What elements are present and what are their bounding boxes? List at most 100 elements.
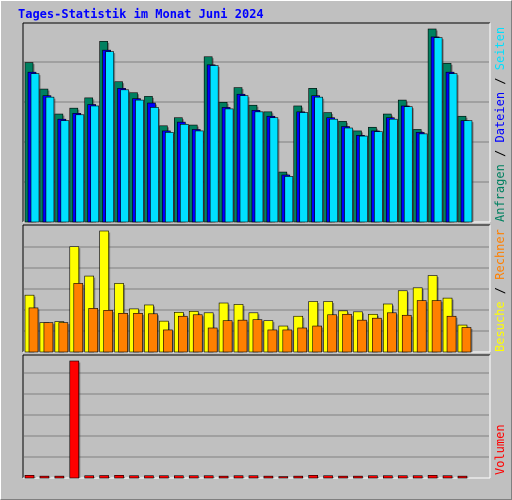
legend-text: Volumen (493, 424, 507, 475)
bar-seiten-5 (90, 105, 100, 223)
bar-rechner-4 (73, 283, 84, 353)
bar-volumen-19 (293, 475, 304, 479)
bar-rechner-13 (207, 327, 218, 353)
bar-seiten-17 (269, 117, 279, 223)
bar-volumen-18 (278, 476, 289, 479)
bar-seiten-28 (433, 37, 443, 223)
bar-rechner-19 (297, 327, 308, 353)
legend: Anfragen / Dateien / Seiten Besuche / Rec… (493, 27, 509, 475)
bar-volumen-28 (427, 475, 438, 479)
bar-volumen-29 (442, 475, 453, 479)
bar-seiten-26 (403, 106, 413, 223)
bar-seiten-2 (45, 96, 55, 223)
legend-item-seiten: Seiten (493, 26, 507, 71)
bar-seiten-23 (359, 135, 368, 223)
bar-seiten-8 (135, 99, 144, 223)
bar-seiten-12 (194, 130, 204, 223)
legend-separator: / (493, 70, 507, 92)
legend-text: Anfragen / Dateien / Seiten (493, 27, 507, 222)
bar-seiten-3 (60, 120, 70, 223)
bar-seiten-1 (30, 73, 40, 223)
bar-volumen-22 (338, 475, 348, 479)
bar-volumen-15 (233, 475, 244, 479)
bar-seiten-22 (344, 127, 353, 223)
bar-volumen-2 (39, 475, 50, 479)
bar-seiten-24 (374, 131, 383, 223)
bar-rechner-18 (282, 329, 293, 353)
bar-volumen-7 (114, 475, 124, 479)
bar-seiten-11 (180, 124, 189, 223)
bar-volumen-27 (412, 475, 423, 479)
bar-rechner-23 (357, 319, 367, 353)
bar-rechner-29 (446, 315, 457, 353)
bar-volumen-21 (323, 475, 333, 479)
bar-rechner-11 (178, 315, 188, 353)
bar-volumen-23 (353, 475, 363, 479)
bar-volumen-24 (368, 475, 378, 479)
bar-seiten-29 (448, 73, 458, 223)
bar-rechner-8 (133, 312, 143, 353)
bar-rechner-7 (118, 312, 128, 353)
bar-rechner-21 (327, 314, 337, 353)
bar-volumen-20 (308, 475, 318, 479)
bar-seiten-27 (418, 133, 428, 223)
bar-volumen-5 (84, 475, 95, 479)
bar-rechner-30 (461, 327, 472, 353)
bar-volumen-4 (69, 360, 80, 479)
bar-seiten-7 (120, 89, 129, 223)
legend-item-besuche: Besuche (493, 301, 507, 352)
bar-rechner-28 (431, 300, 442, 353)
bar-volumen-25 (383, 475, 393, 479)
bar-seiten-10 (165, 132, 174, 223)
bar-rechner-9 (148, 313, 158, 353)
bar-seiten-14 (224, 108, 234, 223)
bar-rechner-17 (267, 329, 278, 353)
bar-seiten-4 (75, 114, 85, 223)
bar-rechner-25 (387, 312, 397, 353)
chart-title: Tages-Statistik im Monat Juni 2024 (18, 7, 264, 21)
bar-seiten-13 (209, 65, 219, 223)
bar-volumen-9 (144, 475, 154, 479)
bar-rechner-20 (312, 325, 322, 353)
legend-item-volumen: Volumen (493, 424, 507, 475)
bar-volumen-13 (203, 475, 214, 479)
bar-seiten-21 (329, 118, 338, 223)
bar-seiten-9 (150, 107, 159, 223)
bar-rechner-26 (401, 314, 412, 353)
legend-separator: / (493, 142, 507, 165)
bar-seiten-19 (299, 112, 309, 223)
bar-rechner-24 (372, 317, 382, 353)
bar-rechner-15 (237, 319, 248, 353)
bar-volumen-14 (218, 475, 229, 479)
bar-seiten-30 (463, 120, 473, 223)
bar-volumen-6 (99, 475, 109, 479)
bar-volumen-10 (159, 475, 169, 479)
bar-rechner-14 (222, 320, 233, 353)
legend-item-dateien: Dateien (493, 91, 507, 143)
legend-item-rechner: Rechner (493, 229, 507, 280)
bar-rechner-16 (252, 319, 263, 353)
legend-item-anfragen: Anfragen (493, 164, 507, 222)
bar-volumen-11 (174, 475, 184, 479)
legend-text: Besuche / Rechner (493, 229, 507, 352)
bar-volumen-12 (188, 475, 199, 479)
bar-rechner-10 (163, 329, 173, 353)
bar-seiten-6 (105, 51, 114, 223)
bar-seiten-20 (314, 96, 323, 223)
bar-volumen-26 (397, 475, 408, 479)
bar-volumen-17 (263, 475, 274, 479)
bar-seiten-15 (239, 95, 249, 223)
bar-volumen-30 (457, 475, 468, 479)
bar-rechner-3 (58, 322, 69, 353)
bar-rechner-1 (28, 307, 39, 353)
bar-rechner-2 (43, 322, 54, 353)
bar-rechner-22 (342, 313, 352, 353)
bar-rechner-12 (192, 314, 203, 353)
bar-rechner-5 (88, 308, 99, 353)
bar-rechner-27 (416, 300, 427, 353)
bar-volumen-16 (248, 475, 259, 479)
bar-volumen-8 (129, 475, 139, 479)
legend-separator: / (493, 279, 507, 302)
bar-seiten-25 (389, 118, 398, 223)
